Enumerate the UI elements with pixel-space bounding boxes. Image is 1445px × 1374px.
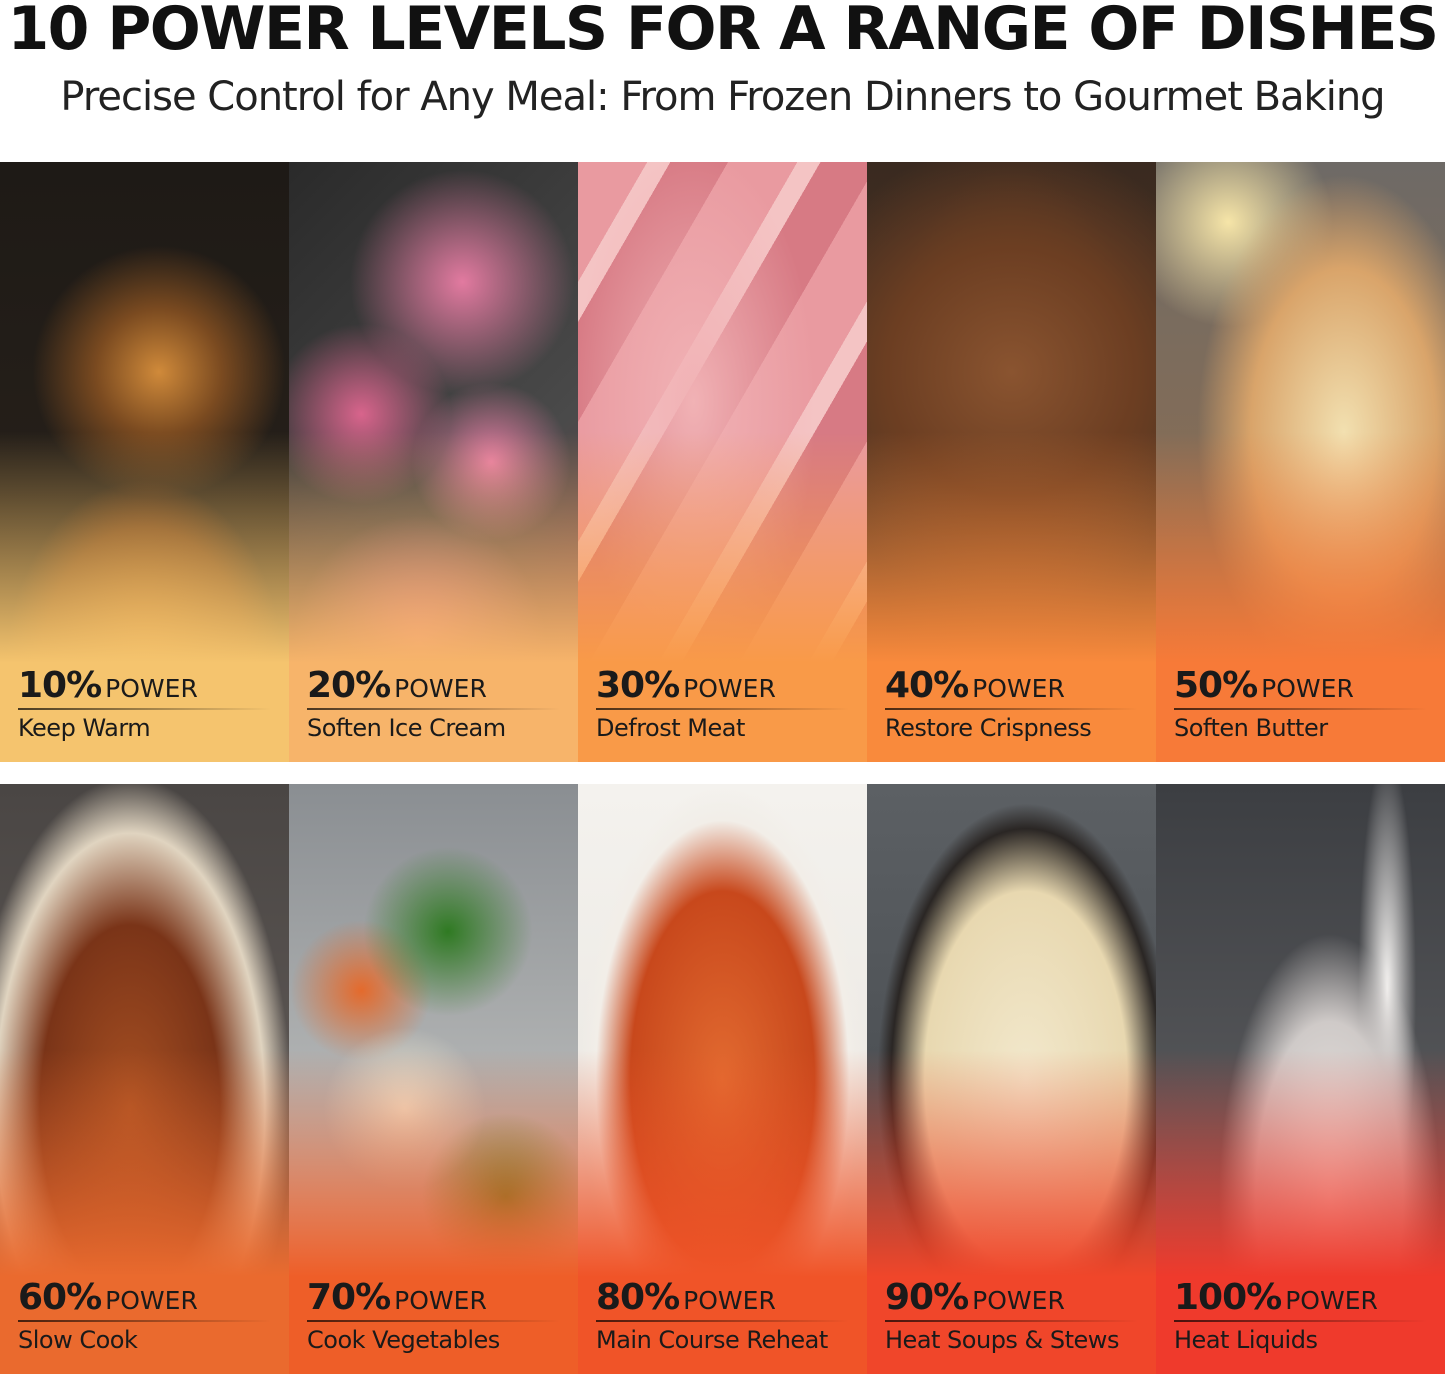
divider	[885, 1320, 1138, 1322]
power-use: Slow Cook	[18, 1326, 138, 1354]
power-level-tile: 20% POWER Soften Ice Cream	[289, 162, 578, 762]
power-use: Heat Liquids	[1174, 1326, 1318, 1354]
divider	[596, 708, 849, 710]
page-title: 10 POWER LEVELS FOR A RANGE OF DISHES	[7, 0, 1439, 64]
power-percent: 50%	[1174, 665, 1258, 706]
power-label: POWER	[1261, 674, 1354, 703]
divider	[1174, 708, 1427, 710]
power-label: POWER	[1285, 1286, 1378, 1315]
divider	[18, 708, 271, 710]
power-label: POWER	[394, 1286, 487, 1315]
divider	[885, 708, 1138, 710]
power-level-tile: 40% POWER Restore Crispness	[867, 162, 1156, 762]
power-percent: 20%	[307, 665, 391, 706]
power-level-tile: 30% POWER Defrost Meat	[578, 162, 867, 762]
divider	[18, 1320, 271, 1322]
power-percent: 80%	[596, 1277, 680, 1318]
power-percent: 10%	[18, 665, 102, 706]
divider	[307, 708, 560, 710]
power-level-tile: 100% POWER Heat Liquids	[1156, 784, 1445, 1374]
power-label: POWER	[683, 674, 776, 703]
power-use: Defrost Meat	[596, 714, 745, 742]
power-level-tile: 80% POWER Main Course Reheat	[578, 784, 867, 1374]
power-level-tile: 10% POWER Keep Warm	[0, 162, 289, 762]
power-label: POWER	[972, 1286, 1065, 1315]
power-use: Soften Ice Cream	[307, 714, 506, 742]
power-use: Restore Crispness	[885, 714, 1092, 742]
power-levels-row-1: 10% POWER Keep Warm 20% POWER Soften Ice Cre…	[0, 162, 1445, 762]
power-label: POWER	[105, 1286, 198, 1315]
power-percent: 30%	[596, 665, 680, 706]
divider	[596, 1320, 849, 1322]
page-subtitle: Precise Control for Any Meal: From Froze…	[60, 74, 1385, 120]
power-use: Main Course Reheat	[596, 1326, 828, 1354]
power-percent: 60%	[18, 1277, 102, 1318]
power-label: POWER	[105, 674, 198, 703]
power-percent: 90%	[885, 1277, 969, 1318]
power-level-tile: 70% POWER Cook Vegetables	[289, 784, 578, 1374]
power-levels-row-2: 60% POWER Slow Cook 70% POWER Cook Vegetable…	[0, 784, 1445, 1374]
power-level-tile: 60% POWER Slow Cook	[0, 784, 289, 1374]
power-percent: 70%	[307, 1277, 391, 1318]
divider	[307, 1320, 560, 1322]
power-label: POWER	[683, 1286, 776, 1315]
power-use: Soften Butter	[1174, 714, 1328, 742]
power-level-tile: 90% POWER Heat Soups & Stews	[867, 784, 1156, 1374]
power-use: Keep Warm	[18, 714, 151, 742]
power-percent: 40%	[885, 665, 969, 706]
power-label: POWER	[972, 674, 1065, 703]
power-level-tile: 50% POWER Soften Butter	[1156, 162, 1445, 762]
power-label: POWER	[394, 674, 487, 703]
divider	[1174, 1320, 1427, 1322]
power-use: Cook Vegetables	[307, 1326, 500, 1354]
power-percent: 100%	[1174, 1277, 1282, 1318]
power-use: Heat Soups & Stews	[885, 1326, 1119, 1354]
